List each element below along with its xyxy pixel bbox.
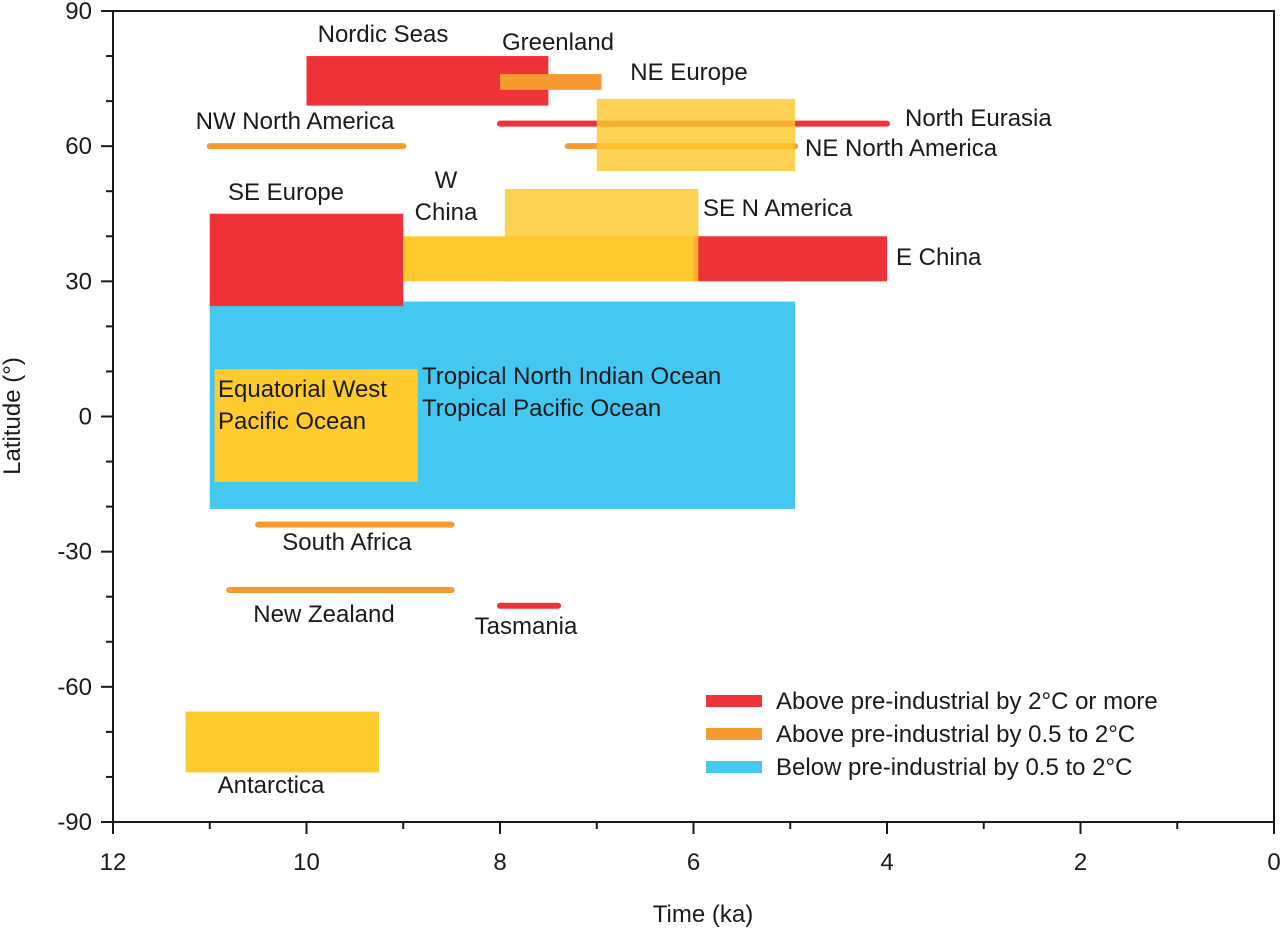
region-new-zealand-label: New Zealand [253,601,394,628]
region-se-n-america-box [504,188,699,282]
region-w-china-label: W China [415,167,478,226]
legend-label-orange: Above pre-industrial by 0.5 to 2°C [776,721,1135,748]
region-tropical-north-indian-ocean-tropical-pacific-ocean-label: Tropical North Indian Ocean Tropical Paci… [422,363,721,422]
region-greenland-box [500,74,602,90]
plot-marks [185,56,890,773]
region-ne-europe-label: NE Europe [630,59,747,86]
legend-swatch-red [706,695,762,707]
x-tick-label: 8 [493,849,506,876]
y-axis-title: Latitude (°) [0,357,26,475]
legend-label-blue: Below pre-industrial by 0.5 to 2°C [776,754,1132,781]
x-tick-label: 2 [1074,849,1087,876]
region-ne-north-america-label: NE North America [805,135,998,162]
region-antarctica-label: Antarctica [218,772,325,799]
x-tick-label: 6 [687,849,700,876]
region-e-china-box [693,236,887,282]
y-tick-label: -60 [57,674,92,701]
x-tick-label: 0 [1267,849,1280,876]
region-e-china-label: E China [896,244,982,271]
x-tick-label: 4 [880,849,893,876]
x-tick-label: 10 [293,849,320,876]
region-se-europe-box [209,213,404,307]
region-equatorial-west-pacific-ocean-box [214,369,418,482]
y-tick-label: 0 [79,404,92,431]
y-tick-label: -30 [57,539,92,566]
tick-labels: 12 10 8 6 4 2 0 90 60 30 0 -30 -60 -90 [57,0,1280,876]
axis-ticks [101,10,1275,834]
region-equatorial-west-pacific-ocean-label: Equatorial West Pacific Ocean [218,376,387,435]
legend: Above pre-industrial by 2°C or more Above… [706,688,1158,781]
region-labels: Tropical North Indian Ocean Tropical Paci… [196,21,1053,799]
region-south-africa-label: South Africa [282,529,412,556]
region-north-eurasia-label: North Eurasia [905,105,1052,132]
region-nordic-seas-label: Nordic Seas [318,21,449,48]
region-nw-north-america-label: NW North America [196,108,395,135]
x-tick-label: 12 [100,849,127,876]
y-tick-label: 90 [65,0,92,25]
x-axis-title: Time (ka) [653,901,753,928]
region-se-n-america-label: SE N America [703,195,853,222]
region-antarctica-box [185,711,380,773]
y-tick-label: 30 [65,268,92,295]
y-tick-label: -90 [57,809,92,836]
legend-swatch-blue [706,761,762,773]
region-greenland-label: Greenland [502,29,614,56]
region-se-europe-label: SE Europe [228,179,344,206]
region-ne-europe-box [596,98,796,171]
region-tasmania-label: Tasmania [475,613,578,640]
y-tick-label: 60 [65,133,92,160]
legend-swatch-orange [706,728,762,740]
legend-label-red: Above pre-industrial by 2°C or more [776,688,1158,715]
